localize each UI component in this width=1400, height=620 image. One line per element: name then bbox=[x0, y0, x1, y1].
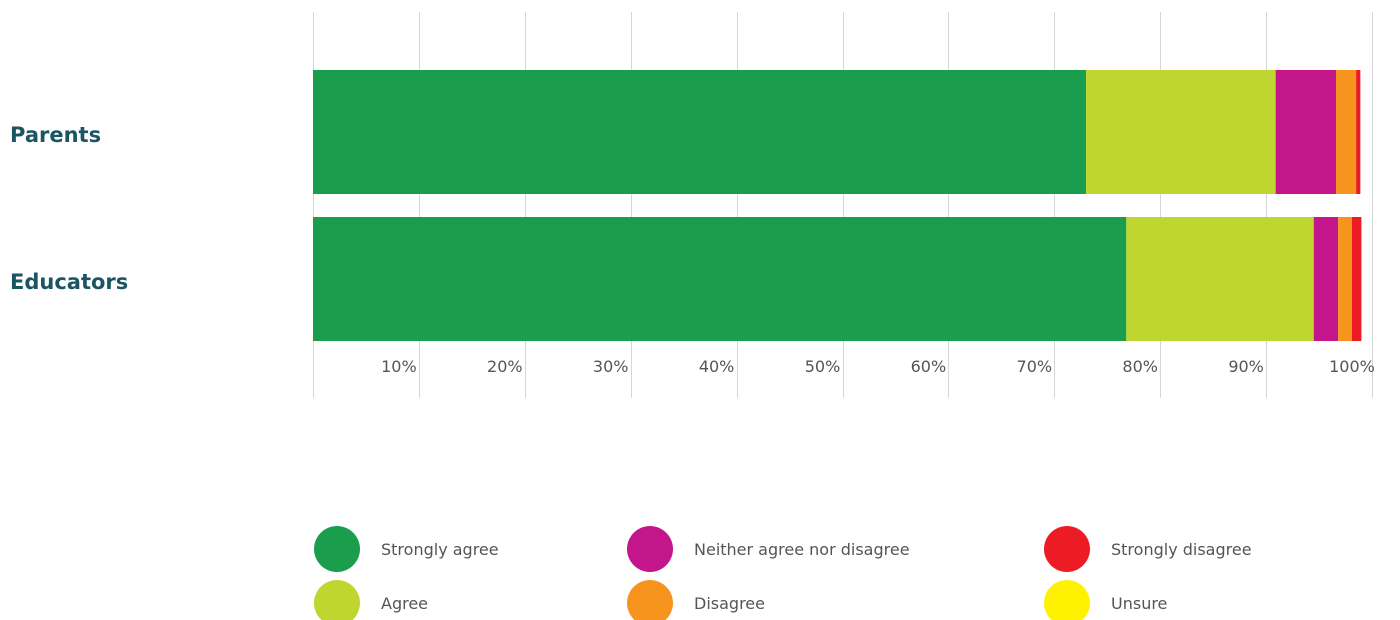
x-tick-label: 90% bbox=[1228, 357, 1264, 376]
bar-segment bbox=[1086, 70, 1276, 194]
bar-segment bbox=[1313, 217, 1339, 341]
legend-swatch bbox=[1044, 526, 1090, 572]
bar-segment bbox=[1338, 217, 1352, 341]
legend-label: Agree bbox=[381, 594, 428, 613]
bar-segment bbox=[1335, 70, 1357, 194]
x-tick-label: 100% bbox=[1329, 357, 1375, 376]
category-label: Parents bbox=[10, 123, 101, 147]
x-tick-label: 50% bbox=[805, 357, 841, 376]
x-tick-label: 40% bbox=[699, 357, 735, 376]
category-label: Educators bbox=[10, 270, 128, 294]
bar-segment bbox=[1351, 217, 1362, 341]
legend-swatch bbox=[627, 580, 673, 620]
x-tick-label: 80% bbox=[1122, 357, 1158, 376]
legend-swatch bbox=[627, 526, 673, 572]
bar-segment bbox=[313, 70, 1087, 194]
legend-swatch bbox=[314, 526, 360, 572]
legend-label: Strongly disagree bbox=[1111, 540, 1252, 559]
x-tick-label: 70% bbox=[1017, 357, 1053, 376]
bar-segment bbox=[313, 217, 1127, 341]
legend-label: Disagree bbox=[694, 594, 765, 613]
x-tick-label: 10% bbox=[381, 357, 417, 376]
bar-segment bbox=[1356, 70, 1361, 194]
legend-label: Strongly agree bbox=[381, 540, 499, 559]
x-tick-label: 20% bbox=[487, 357, 523, 376]
x-axis-ticks: 10% 20% 30% 40% 50% 60% 70% 80% 90% 100% bbox=[381, 357, 1375, 376]
bar-segment bbox=[1275, 70, 1336, 194]
x-tick-label: 30% bbox=[593, 357, 629, 376]
category-labels: Parents Educators bbox=[10, 123, 128, 294]
legend-label: Neither agree nor disagree bbox=[694, 540, 910, 559]
legend-swatch bbox=[314, 580, 360, 620]
x-tick-label: 60% bbox=[911, 357, 947, 376]
legend-label: Unsure bbox=[1111, 594, 1167, 613]
legend-swatch bbox=[1044, 580, 1090, 620]
bar-segment bbox=[1126, 217, 1314, 341]
bars bbox=[313, 70, 1362, 341]
legend: Strongly agree Agree Neither agree nor dis… bbox=[314, 526, 1252, 620]
